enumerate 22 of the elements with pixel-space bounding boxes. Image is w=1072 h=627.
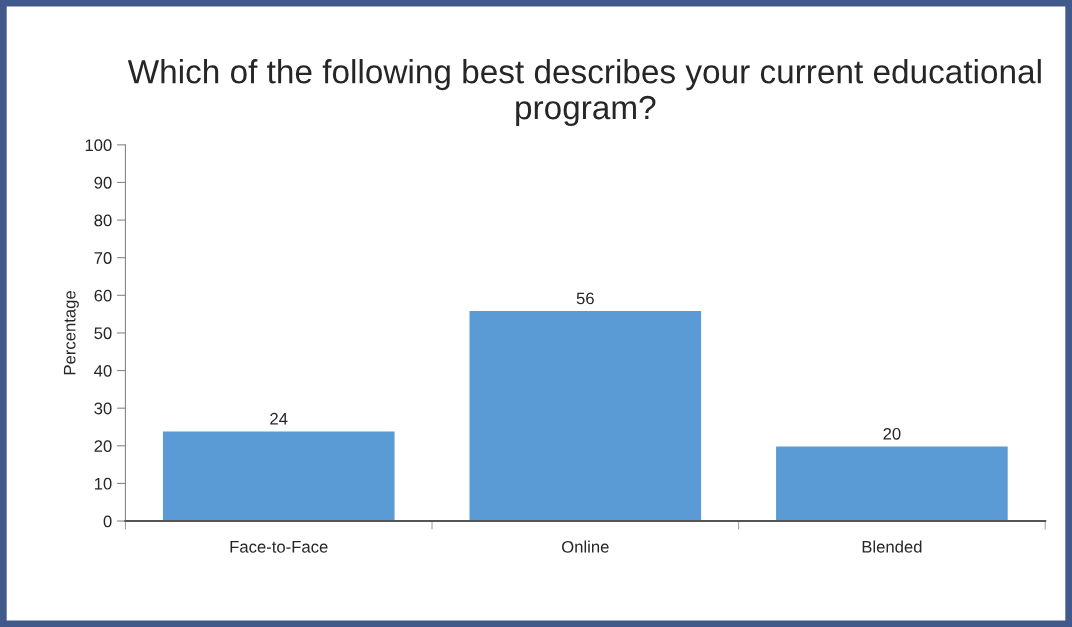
bar (774, 445, 1010, 522)
y-tick-label: 10 (94, 477, 112, 490)
y-tick-label: 0 (103, 515, 112, 528)
bar (161, 430, 396, 522)
y-tick-label: 20 (94, 440, 112, 452)
y-tick-label: 50 (94, 327, 112, 340)
x-tick-label: Blended (862, 540, 922, 553)
chart-title: Which of the following best describes your current educational program? (127, 59, 1041, 127)
y-tick-label: 30 (94, 402, 112, 415)
data-label: 24 (270, 412, 288, 425)
y-axis-title: Percentage (63, 291, 79, 375)
y-tick-label: 60 (94, 289, 112, 302)
bar (468, 309, 703, 522)
data-label: 56 (576, 292, 594, 305)
y-tick-label: 80 (94, 214, 112, 227)
y-tick-label: 70 (94, 252, 112, 264)
y-tick-label: 40 (94, 364, 112, 377)
x-tick-label: Face-to-Face (230, 541, 328, 553)
x-tick-label: Online (562, 540, 609, 553)
data-label: 20 (883, 427, 901, 440)
y-tick-label: 90 (94, 176, 112, 189)
y-tick-label: 100 (85, 139, 112, 152)
